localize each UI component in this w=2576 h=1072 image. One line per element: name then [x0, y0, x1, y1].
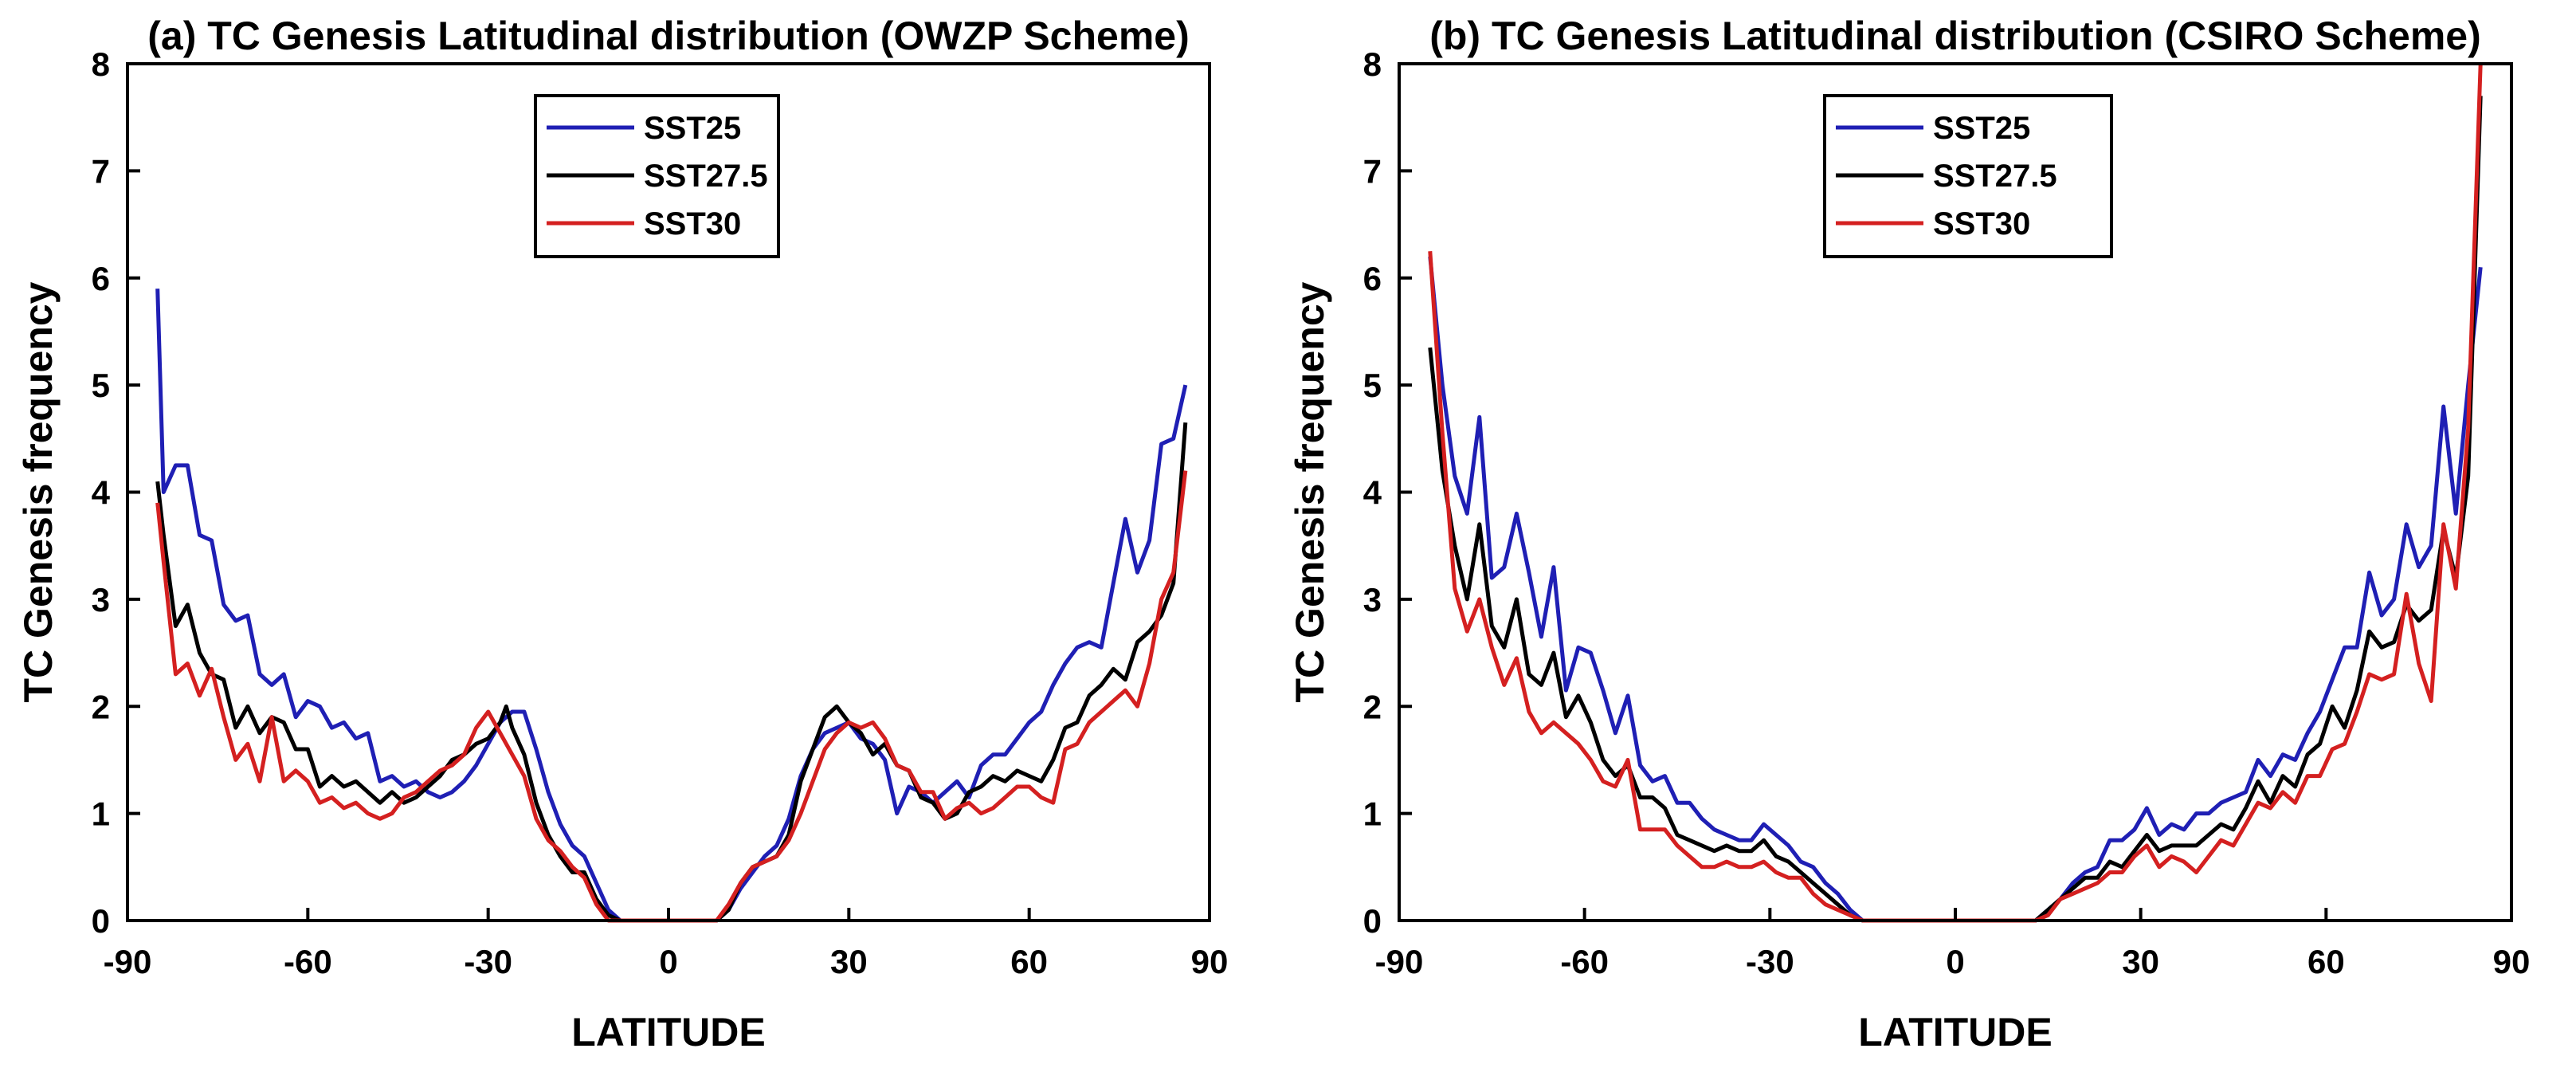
- x-tick-label: 30: [2122, 943, 2159, 980]
- legend-entry: SST25: [1933, 111, 2030, 146]
- legend-entry: SST30: [1933, 206, 2030, 241]
- y-tick-label: 5: [1363, 367, 1382, 404]
- legend-entry: SST30: [644, 206, 741, 241]
- y-tick-label: 0: [92, 902, 110, 940]
- x-tick-label: -90: [104, 943, 152, 980]
- y-tick-label: 3: [1363, 581, 1382, 618]
- chart-title: (a) TC Genesis Latitudinal distribution …: [147, 14, 1190, 58]
- x-axis-label: LATITUDE: [571, 1010, 765, 1054]
- y-tick-label: 3: [92, 581, 110, 618]
- y-tick-label: 2: [92, 688, 110, 725]
- chart-panel-b: (b) TC Genesis Latitudinal distribution …: [1288, 14, 2530, 1054]
- legend-entry: SST27.5: [644, 159, 768, 194]
- series-line-sst30: [155, 470, 1188, 923]
- y-tick-label: 5: [92, 367, 110, 404]
- legend-entry: SST27.5: [1933, 159, 2057, 194]
- legend-entry: SST25: [644, 111, 741, 146]
- y-tick-label: 4: [92, 474, 111, 512]
- x-tick-label: 60: [2307, 943, 2345, 980]
- y-tick-label: 7: [92, 152, 110, 190]
- y-tick-label: 1: [1363, 795, 1382, 833]
- y-tick-label: 2: [1363, 688, 1382, 725]
- series-line-sst27-5: [155, 422, 1188, 923]
- x-tick-label: 0: [1946, 943, 1964, 980]
- x-tick-label: -90: [1375, 943, 1424, 980]
- legend: SST25 SST27.5 SST30: [1823, 94, 2113, 258]
- y-tick-label: 0: [1363, 902, 1382, 940]
- x-axis-label: LATITUDE: [1858, 1010, 2052, 1054]
- series-line-sst25: [155, 289, 1188, 923]
- x-tick-label: -30: [1746, 943, 1794, 980]
- x-tick-label: -30: [464, 943, 512, 980]
- y-axis-label: TC Genesis frequency: [1288, 281, 1332, 702]
- chart-title: (b) TC Genesis Latitudinal distribution …: [1429, 14, 2481, 58]
- chart-panel-a: (a) TC Genesis Latitudinal distribution …: [16, 14, 1228, 1054]
- x-tick-label: 0: [659, 943, 677, 980]
- y-tick-label: 4: [1363, 474, 1382, 512]
- y-tick-label: 8: [1363, 45, 1382, 83]
- y-tick-label: 7: [1363, 152, 1382, 190]
- legend: SST25 SST27.5 SST30: [534, 94, 780, 258]
- x-tick-label: 30: [830, 943, 868, 980]
- x-tick-label: -60: [1560, 943, 1609, 980]
- x-tick-label: -60: [284, 943, 332, 980]
- y-tick-label: 6: [92, 260, 110, 297]
- x-tick-label: 90: [2493, 943, 2531, 980]
- y-tick-label: 6: [1363, 260, 1382, 297]
- x-tick-label: 90: [1191, 943, 1229, 980]
- y-tick-label: 8: [92, 45, 110, 83]
- y-tick-label: 1: [92, 795, 110, 833]
- series-line-sst25: [1428, 256, 2483, 923]
- x-tick-label: 60: [1010, 943, 1048, 980]
- y-axis-label: TC Genesis frequency: [16, 281, 61, 702]
